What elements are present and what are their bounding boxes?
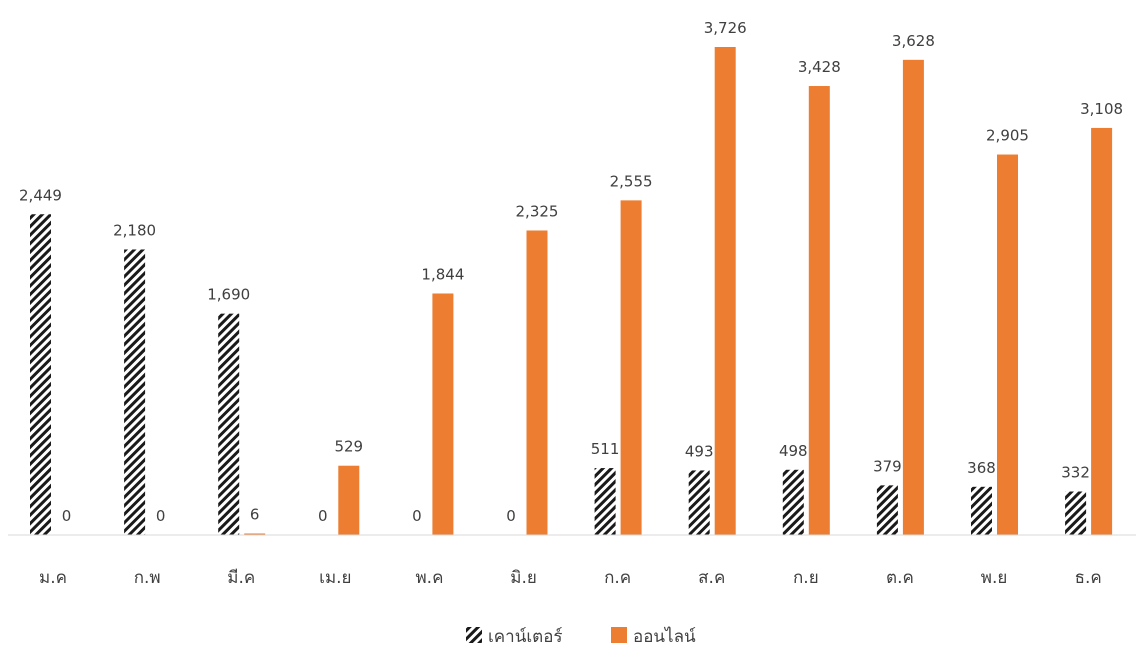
bar-online-8 <box>808 86 830 535</box>
category-label-1: ก.พ <box>134 568 161 588</box>
legend: เคาน์เตอร์ ออนไลน์ <box>466 626 696 647</box>
category-labels: ม.ค ก.พ มี.ค เม.ย พ.ค มิ.ย ก.ค ส.ค ก.ย ต.ค พ.ย ธ.ค <box>39 568 1102 588</box>
bar-counter-1 <box>124 249 146 535</box>
category-label-9: ต.ค <box>886 568 914 588</box>
data-label-online-5: 2,325 <box>516 202 559 220</box>
data-label-online-10: 2,905 <box>986 127 1029 145</box>
category-label-4: พ.ค <box>415 568 443 588</box>
bar-online-5 <box>526 230 548 535</box>
data-label-counter-3: 0 <box>318 507 328 525</box>
bar-online-9 <box>902 59 924 536</box>
category-label-3: เม.ย <box>319 568 351 588</box>
legend-label-online: ออนไลน์ <box>633 626 696 647</box>
bar-counter-6 <box>594 468 616 535</box>
bar-counter-2 <box>218 313 240 535</box>
data-label-counter-7: 493 <box>685 442 714 460</box>
data-label-online-11: 3,108 <box>1080 100 1123 118</box>
bar-counter-0 <box>30 214 51 535</box>
data-label-counter-10: 368 <box>967 459 996 477</box>
data-label-online-9: 3,628 <box>892 32 935 50</box>
bar-online-4 <box>432 293 454 535</box>
data-label-online-1: 0 <box>156 507 166 525</box>
category-label-2: มี.ค <box>227 568 255 588</box>
data-label-counter-0: 2,449 <box>19 186 62 204</box>
data-label-online-7: 3,726 <box>704 19 747 37</box>
data-label-counter-6: 511 <box>591 440 620 458</box>
category-label-5: มิ.ย <box>510 568 537 588</box>
data-label-counter-11: 332 <box>1061 464 1090 482</box>
data-label-counter-4: 0 <box>412 507 422 525</box>
data-label-counter-5: 0 <box>506 507 516 525</box>
legend-label-counter: เคาน์เตอร์ <box>488 627 563 647</box>
data-label-counter-9: 379 <box>873 457 902 475</box>
data-label-online-4: 1,844 <box>421 265 464 283</box>
legend-swatch-counter <box>466 627 482 643</box>
bar-online-3 <box>338 465 360 535</box>
data-label-online-0: 0 <box>62 507 72 525</box>
category-label-11: ธ.ค <box>1075 568 1102 588</box>
bar-counter-7 <box>688 470 710 535</box>
category-label-7: ส.ค <box>698 568 725 588</box>
data-label-counter-2: 1,690 <box>207 286 250 304</box>
category-label-6: ก.ค <box>604 568 631 588</box>
data-labels: 2,449 0 2,180 0 1,690 6 0 529 0 1,844 0 2,325 511 2,5… <box>19 19 1123 525</box>
legend-swatch-online <box>611 627 627 643</box>
data-label-online-3: 529 <box>334 438 363 456</box>
bar-counter-10 <box>971 486 992 535</box>
category-label-0: ม.ค <box>39 568 67 588</box>
data-label-counter-1: 2,180 <box>113 221 156 239</box>
data-label-online-2: 6 <box>250 506 260 524</box>
bar-online-10 <box>997 154 1018 535</box>
data-label-online-6: 2,555 <box>610 172 653 190</box>
category-label-8: ก.ย <box>793 568 819 588</box>
bar-online-7 <box>714 47 736 535</box>
category-label-10: พ.ย <box>981 568 1008 588</box>
bar-counter-8 <box>782 469 804 535</box>
bar-online-11 <box>1091 127 1113 535</box>
bar-counter-9 <box>876 485 898 535</box>
data-label-online-8: 3,428 <box>798 58 841 76</box>
data-label-counter-8: 498 <box>779 442 808 460</box>
bar-online-6 <box>620 200 642 536</box>
bars-group <box>30 47 1113 536</box>
bar-counter-11 <box>1065 491 1087 535</box>
bar-online-2 <box>244 533 266 535</box>
